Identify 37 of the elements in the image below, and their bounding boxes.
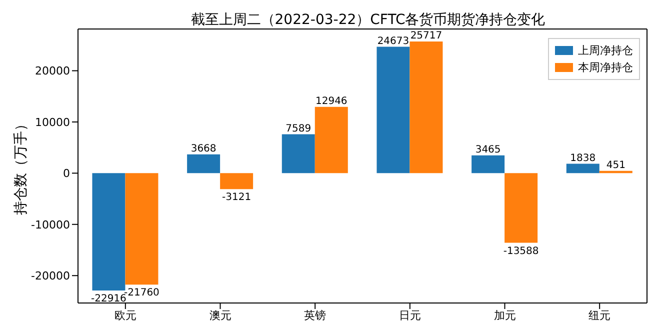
bar	[220, 173, 254, 190]
bar	[187, 154, 220, 174]
y-tick-label: 0	[63, 167, 70, 180]
bar	[314, 106, 348, 174]
data-label: 3465	[475, 144, 501, 156]
data-label: 7589	[286, 123, 312, 134]
chart-title: 截至上周二（2022-03-22）CFTC各货币期货净持仓变化	[190, 12, 546, 28]
y-tick-label: 20000	[35, 64, 70, 78]
bar	[566, 164, 600, 174]
data-label: 24673	[377, 36, 410, 47]
x-tick-label: 英镑	[304, 308, 326, 322]
data-label: -13588	[503, 246, 539, 257]
x-tick-label: 澳元	[209, 308, 232, 322]
bar	[282, 134, 315, 174]
y-tick-label: 10000	[35, 116, 70, 129]
bar	[92, 173, 126, 291]
x-tick-label: 日元	[398, 308, 421, 322]
x-tick-label: 加元	[494, 308, 516, 322]
data-label: 1838	[570, 152, 596, 164]
data-label: 3668	[190, 143, 216, 154]
data-label: -3121	[222, 192, 252, 204]
x-tick-label: 欧元	[114, 308, 136, 322]
legend-label: 上周净持仓	[578, 43, 633, 59]
data-label: 25717	[410, 30, 442, 42]
data-label: 12946	[315, 96, 348, 107]
y-axis-title: 持仓数（万手）	[12, 117, 29, 215]
bar	[125, 173, 158, 285]
legend-label: 本周净持仓	[578, 60, 633, 76]
bar	[376, 46, 410, 174]
y-tick-label: -20000	[31, 270, 70, 283]
x-tick-label: 纽元	[588, 308, 611, 322]
bar	[472, 155, 505, 174]
bar	[410, 41, 443, 174]
data-label: 451	[606, 160, 626, 171]
bar	[504, 173, 538, 243]
data-label: -22916	[91, 294, 126, 305]
y-tick-label: -10000	[31, 218, 70, 232]
